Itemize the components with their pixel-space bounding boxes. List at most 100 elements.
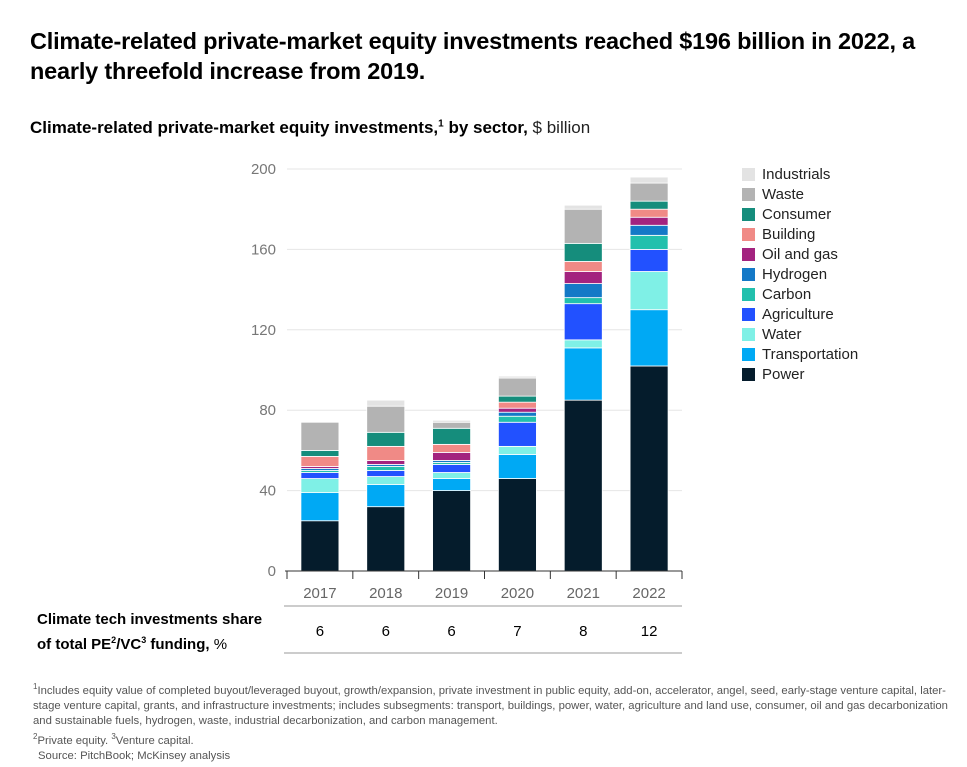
footnote-2-text: Private equity. bbox=[37, 734, 112, 747]
headline: Climate-related private-market equity in… bbox=[30, 28, 915, 84]
share-label-line1: Climate tech investments share bbox=[37, 611, 263, 628]
legend-label: Power bbox=[762, 366, 805, 383]
share-label-line2: of total PE bbox=[37, 636, 112, 653]
subtitle-unit: $ billion bbox=[527, 118, 591, 137]
share-value: 6 bbox=[382, 623, 390, 640]
bar-segment-carbon bbox=[563, 297, 603, 305]
bar-segment-waste bbox=[629, 182, 669, 202]
bar-segment-agriculture bbox=[432, 464, 471, 473]
bar-segment-waste bbox=[300, 421, 340, 451]
legend-label: Hydrogen bbox=[762, 266, 827, 283]
footnote-3-text: Venture capital. bbox=[115, 734, 194, 747]
y-tick-label: 120 bbox=[251, 322, 276, 339]
bar-segment-agriculture bbox=[629, 248, 669, 272]
bar-segment-water bbox=[629, 271, 669, 311]
x-axis: 2017 2018 2019 2020 2021 2022 bbox=[285, 570, 683, 602]
bar-segment-industrials bbox=[629, 176, 669, 184]
y-axis: 0 40 80 120 160 200 bbox=[251, 161, 276, 580]
x-tick-label: 2017 bbox=[303, 585, 336, 602]
share-label-end: funding, bbox=[146, 636, 210, 653]
footnote-1-text: Includes equity value of completed buyou… bbox=[33, 684, 948, 727]
legend-swatch bbox=[742, 188, 755, 201]
bar-segment-agriculture bbox=[300, 472, 340, 479]
bar-segment-waste bbox=[366, 405, 406, 433]
bar-segment-hydrogen bbox=[563, 283, 603, 299]
bar-segment-carbon bbox=[498, 415, 537, 423]
share-value: 6 bbox=[316, 623, 324, 640]
legend-label: Building bbox=[762, 226, 815, 243]
footnote-2-3: 2Private equity. 3Venture capital. bbox=[33, 729, 953, 749]
share-value: 6 bbox=[447, 623, 455, 640]
legend-label: Agriculture bbox=[762, 306, 834, 323]
share-label-unit: % bbox=[209, 636, 228, 653]
bar-segment-consumer bbox=[366, 431, 406, 447]
legend-swatch bbox=[742, 168, 755, 181]
bar-segment-oil-and-gas bbox=[629, 216, 669, 226]
bar-segment-building bbox=[629, 208, 669, 218]
bar-segment-consumer bbox=[563, 242, 603, 262]
footnotes: 1Includes equity value of completed buyo… bbox=[33, 679, 953, 764]
y-tick-label: 40 bbox=[259, 483, 276, 500]
bar-segment-consumer bbox=[300, 449, 340, 457]
bar-segment-carbon bbox=[629, 234, 669, 250]
bar-segment-carbon bbox=[366, 466, 406, 471]
legend-swatch bbox=[742, 348, 755, 361]
legend-swatch bbox=[742, 368, 755, 381]
legend-swatch bbox=[742, 308, 755, 321]
share-row: 6 6 6 7 8 12 bbox=[284, 605, 682, 654]
legend-swatch bbox=[742, 288, 755, 301]
bar-segment-consumer bbox=[432, 427, 471, 445]
legend-label: Industrials bbox=[762, 166, 830, 183]
bar-segment-waste bbox=[563, 208, 603, 244]
bar-segment-agriculture bbox=[366, 470, 406, 477]
share-footnote-ref-2: 2 bbox=[111, 635, 117, 645]
y-tick-label: 80 bbox=[259, 402, 276, 419]
bar-segment-industrials bbox=[498, 375, 537, 379]
legend: Industrials Waste Consumer Building Oil and … bbox=[742, 166, 858, 383]
bar-segment-industrials bbox=[366, 399, 406, 407]
legend-label: Carbon bbox=[762, 286, 811, 303]
footnote-1: 1Includes equity value of completed buyo… bbox=[33, 679, 953, 729]
bar-segment-building bbox=[300, 456, 340, 467]
bar-segment-water bbox=[366, 476, 406, 485]
legend-swatch bbox=[742, 248, 755, 261]
y-tick-label: 200 bbox=[251, 161, 276, 178]
bar-segment-power bbox=[498, 478, 537, 572]
bar-segment-oil-and-gas bbox=[563, 271, 603, 284]
share-value: 7 bbox=[513, 623, 521, 640]
y-tick-label: 160 bbox=[251, 241, 276, 258]
source-note: Source: PitchBook; McKinsey analysis bbox=[38, 749, 231, 762]
legend-swatch bbox=[742, 208, 755, 221]
share-row-label: Climate tech investments share of total P… bbox=[37, 610, 262, 655]
bar-segment-consumer bbox=[498, 395, 537, 403]
share-value: 12 bbox=[641, 623, 658, 640]
bar-segment-oil-and-gas bbox=[432, 452, 471, 461]
share-footnote-ref-3: 3 bbox=[141, 635, 147, 645]
legend-label: Waste bbox=[762, 186, 804, 203]
x-tick-label: 2018 bbox=[369, 585, 402, 602]
bar-segment-hydrogen bbox=[629, 224, 669, 236]
bar-segment-water bbox=[300, 478, 340, 494]
bar-segment-power bbox=[366, 506, 406, 572]
bar-segment-transportation bbox=[498, 454, 537, 479]
bar-segment-transportation bbox=[629, 309, 669, 367]
legend-swatch bbox=[742, 268, 755, 281]
subtitle-by-sector: by sector, bbox=[443, 118, 528, 137]
bar-segment-power bbox=[629, 365, 669, 572]
legend-label: Consumer bbox=[762, 206, 831, 223]
footnote-2-marker: 2 bbox=[33, 731, 38, 741]
legend-swatch bbox=[742, 328, 755, 341]
legend-label: Oil and gas bbox=[762, 246, 838, 263]
bar-segment-power bbox=[300, 520, 340, 572]
bar-segment-hydrogen bbox=[498, 411, 537, 417]
bar-segment-building bbox=[563, 261, 603, 272]
legend-label: Transportation bbox=[762, 346, 858, 363]
bar-segment-water bbox=[563, 339, 603, 349]
bar-segment-transportation bbox=[432, 478, 471, 492]
gridlines bbox=[287, 168, 682, 492]
x-tick-label: 2021 bbox=[567, 585, 600, 602]
bar-segment-waste bbox=[432, 421, 471, 429]
bar-segment-water bbox=[432, 472, 471, 479]
bar-segment-waste bbox=[498, 377, 537, 397]
